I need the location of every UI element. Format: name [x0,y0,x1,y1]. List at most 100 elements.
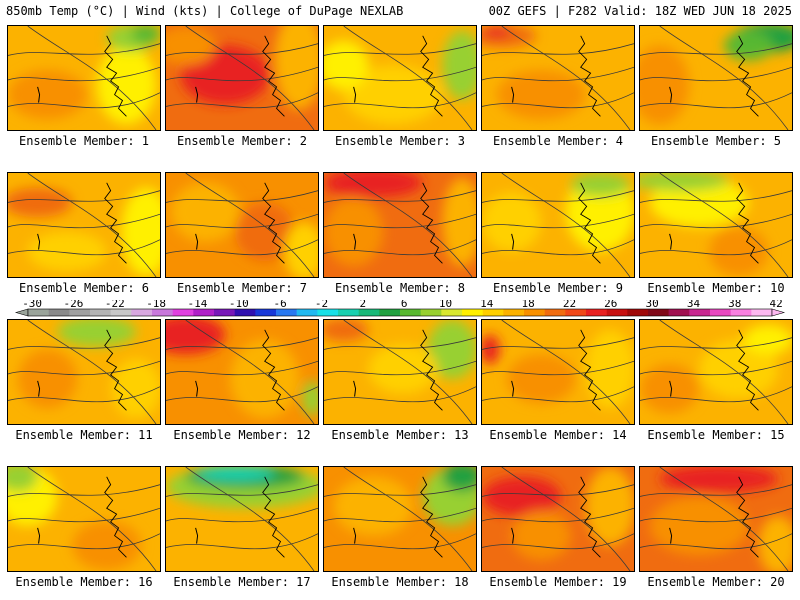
temperature-region [72,520,142,571]
temperature-region [166,320,226,355]
colorbar-segment [90,309,111,316]
ensemble-map-panel [7,25,161,131]
temperature-region [649,496,749,556]
ensemble-map-panel [323,319,477,425]
height-contour [166,239,318,256]
colorbar-segment [689,309,711,316]
temperature-region [482,26,512,38]
temperature-region [482,334,500,365]
ensemble-member-label: Ensemble Member: 16 [15,575,153,589]
ensemble-member-label: Ensemble Member: 4 [492,134,624,148]
colorbar-segment [730,309,752,316]
height-contour [482,507,634,523]
coastline [262,182,285,264]
height-contour [640,484,792,497]
colorbar-segment [214,309,235,316]
height-contour [166,337,318,350]
height-contour [8,43,160,56]
temperature-region [230,339,300,419]
height-contour [324,66,476,82]
temperature-field-map [166,26,318,130]
temperature-region [195,467,275,481]
height-contour [8,507,160,523]
run-valid-time: 00Z GEFS | F282 Valid: 18Z WED JUN 18 20… [488,4,792,18]
lake-outline [669,233,673,250]
colorbar-graphic: -30 -26 -22 -18 -14 -10 -6 -2 2 6 10 14 18 22 26 30 34 38… [14,300,786,317]
temperature-region [274,26,318,110]
temperature-field-map [640,467,792,571]
colorbar-segment [358,309,380,316]
height-contour [501,467,631,571]
height-contour [640,386,792,403]
height-contour [501,320,631,424]
height-contour [640,92,792,109]
colorbar-tick-label: -2 [315,300,328,310]
lake-outline [669,527,673,544]
height-contour [166,66,318,82]
colorbar-tick-label: 2 [359,300,366,310]
colorbar-segment [503,309,525,316]
lake-outline [511,233,515,250]
height-contour [8,92,160,109]
coastline [262,476,285,558]
lake-outline [669,380,673,397]
colorbar-tick-label: -30 [22,300,42,310]
lake-outline [353,86,357,103]
colorbar-segment [317,309,339,316]
ensemble-member-label: Ensemble Member: 20 [647,575,785,589]
ensemble-map-panel [323,25,477,131]
height-contour [501,26,631,130]
height-contour [8,213,160,229]
temperature-field-map [8,467,160,571]
height-contour [482,239,634,256]
temperature-region [482,192,542,252]
colorbar-segment [48,309,70,316]
temperature-region [659,467,779,493]
coastline [578,329,601,411]
temperature-field-map [166,320,318,424]
colorbar-segment [648,309,669,316]
colorbar-tick-label: 34 [687,300,701,310]
height-contour [640,533,792,550]
coastline [104,329,127,411]
temperature-region [131,26,160,44]
height-contour [27,320,157,424]
colorbar-tick-label: 42 [770,300,783,310]
map-title: 850mb Temp (°C) | Wind (kts) | College o… [6,4,404,18]
temperature-field-map [166,173,318,277]
temperature-field-map [166,467,318,571]
height-contour [324,43,476,56]
colorbar-tick-label: -10 [229,300,249,310]
height-contour [343,173,473,277]
ensemble-map-panel [639,466,793,572]
ensemble-map-panel [639,172,793,278]
lake-outline [353,380,357,397]
ensemble-member-label: Ensemble Member: 9 [492,281,624,295]
colorbar-segment [379,309,401,316]
height-contour [343,320,473,424]
ensemble-map-panel [481,319,635,425]
ensemble-map-panel [165,172,319,278]
ensemble-member-label: Ensemble Member: 12 [173,428,311,442]
height-contour [166,386,318,403]
temperature-field-map [324,467,476,571]
height-contour [640,213,792,229]
coastline [420,329,443,411]
colorbar-segment [586,309,607,316]
temperature-colorbar: -30 -26 -22 -18 -14 -10 -6 -2 2 6 10 14 18 22 26 30 34 38… [14,300,786,324]
colorbar-segment [751,309,773,316]
height-contour [166,92,318,109]
temperature-region [570,173,631,197]
temperature-region [640,45,690,125]
ensemble-member-label: Ensemble Member: 6 [18,281,150,295]
colorbar-tick-label: -6 [274,300,287,310]
height-contour [324,507,476,523]
temperature-region [743,324,792,355]
height-contour [324,360,476,376]
temperature-field-map [324,173,476,277]
temperature-region [121,187,160,277]
height-contour [482,66,634,82]
colorbar-segment [234,309,256,316]
coastline [104,476,127,558]
height-contour [324,239,476,256]
